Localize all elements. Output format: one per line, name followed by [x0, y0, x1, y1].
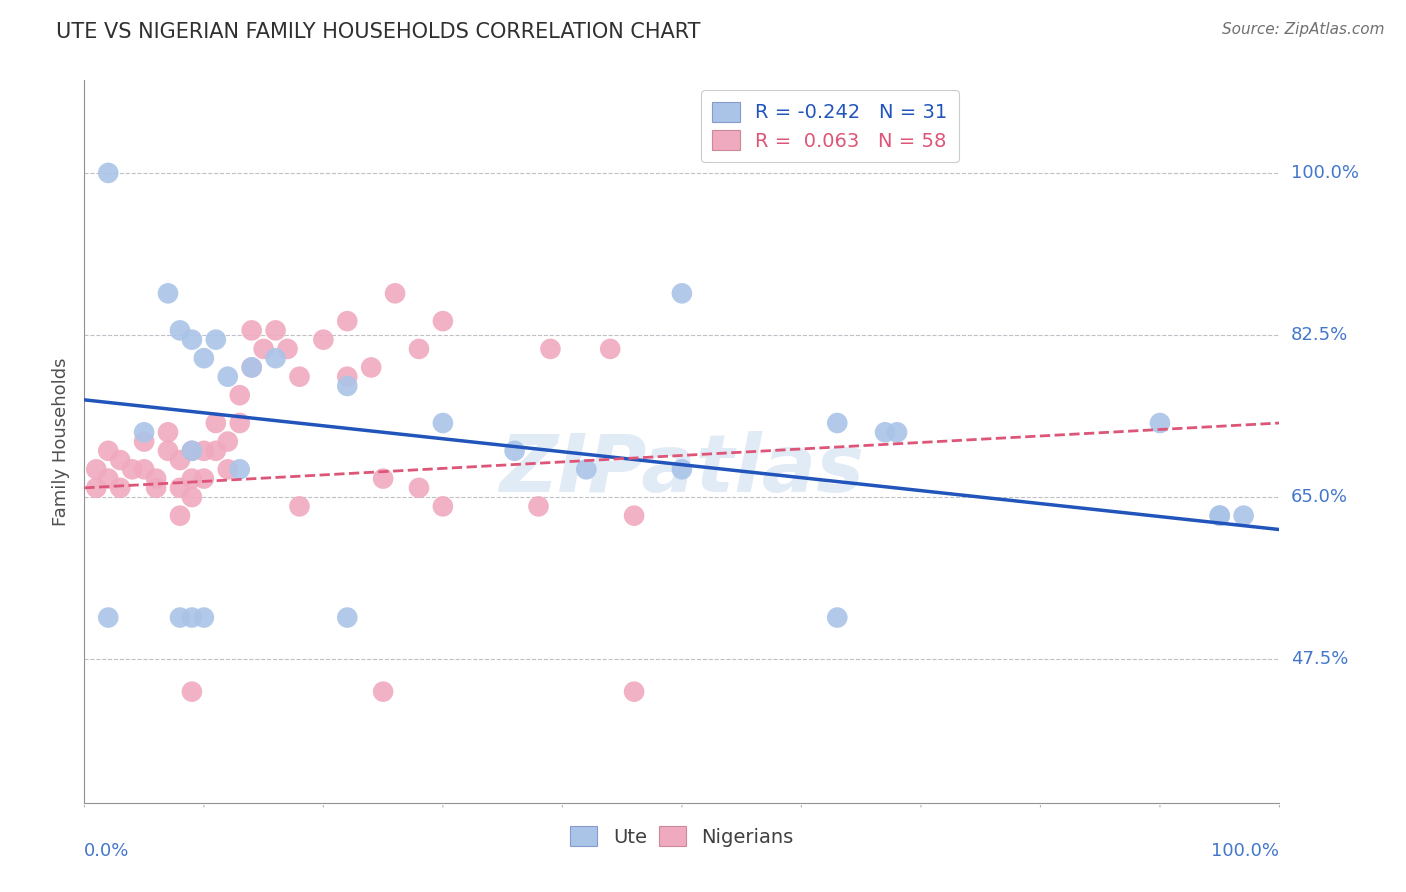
Point — [169, 610, 191, 624]
Point — [181, 333, 204, 347]
Point — [145, 472, 167, 486]
Point — [432, 314, 454, 328]
Point — [1233, 508, 1256, 523]
Point — [886, 425, 908, 440]
Text: 100.0%: 100.0% — [1291, 164, 1358, 182]
Point — [132, 425, 156, 440]
Point — [205, 416, 228, 430]
Y-axis label: Family Households: Family Households — [52, 358, 70, 525]
Point — [229, 416, 252, 430]
Point — [217, 434, 239, 449]
Point — [408, 342, 430, 356]
Point — [671, 462, 693, 476]
Point — [145, 481, 167, 495]
Point — [240, 360, 263, 375]
Point — [540, 342, 562, 356]
Point — [86, 462, 108, 476]
Point — [169, 481, 191, 495]
Point — [240, 323, 263, 337]
Point — [169, 323, 191, 337]
Point — [527, 500, 550, 514]
Point — [623, 508, 645, 523]
Point — [373, 472, 395, 486]
Point — [97, 472, 120, 486]
Point — [336, 369, 359, 384]
Point — [193, 472, 215, 486]
Point — [132, 434, 156, 449]
Point — [181, 490, 204, 504]
Point — [264, 351, 287, 366]
Point — [181, 472, 204, 486]
Text: 82.5%: 82.5% — [1291, 326, 1348, 344]
Point — [336, 379, 359, 393]
Point — [623, 684, 645, 698]
Text: Source: ZipAtlas.com: Source: ZipAtlas.com — [1222, 22, 1385, 37]
Point — [217, 462, 239, 476]
Point — [193, 351, 215, 366]
Point — [205, 443, 228, 458]
Point — [336, 610, 359, 624]
Text: ZIPatlas: ZIPatlas — [499, 432, 865, 509]
Text: UTE VS NIGERIAN FAMILY HOUSEHOLDS CORRELATION CHART: UTE VS NIGERIAN FAMILY HOUSEHOLDS CORREL… — [56, 22, 700, 42]
Point — [1209, 508, 1232, 523]
Point — [229, 388, 252, 402]
Point — [384, 286, 406, 301]
Point — [193, 610, 215, 624]
Point — [157, 286, 180, 301]
Point — [240, 360, 263, 375]
Point — [671, 286, 693, 301]
Point — [110, 453, 132, 467]
Point — [86, 481, 108, 495]
Point — [193, 443, 215, 458]
Point — [1209, 508, 1232, 523]
Point — [181, 443, 204, 458]
Point — [97, 443, 120, 458]
Legend: Ute, Nigerians: Ute, Nigerians — [562, 818, 801, 855]
Point — [360, 360, 382, 375]
Text: 65.0%: 65.0% — [1291, 488, 1347, 506]
Text: 47.5%: 47.5% — [1291, 650, 1348, 668]
Point — [288, 369, 311, 384]
Point — [132, 462, 156, 476]
Point — [253, 342, 276, 356]
Point — [312, 333, 335, 347]
Point — [432, 416, 454, 430]
Point — [181, 443, 204, 458]
Point — [432, 500, 454, 514]
Point — [408, 481, 430, 495]
Point — [110, 481, 132, 495]
Point — [169, 453, 191, 467]
Point — [205, 333, 228, 347]
Point — [373, 684, 395, 698]
Point — [157, 425, 180, 440]
Point — [97, 166, 120, 180]
Text: 100.0%: 100.0% — [1212, 842, 1279, 860]
Point — [827, 610, 849, 624]
Point — [503, 443, 526, 458]
Point — [121, 462, 143, 476]
Point — [229, 462, 252, 476]
Point — [599, 342, 621, 356]
Point — [169, 508, 191, 523]
Point — [157, 443, 180, 458]
Text: 0.0%: 0.0% — [84, 842, 129, 860]
Point — [288, 500, 311, 514]
Point — [875, 425, 897, 440]
Point — [336, 314, 359, 328]
Point — [575, 462, 598, 476]
Point — [217, 369, 239, 384]
Point — [277, 342, 299, 356]
Point — [1149, 416, 1171, 430]
Point — [264, 323, 287, 337]
Point — [97, 610, 120, 624]
Point — [181, 684, 204, 698]
Point — [181, 610, 204, 624]
Point — [827, 416, 849, 430]
